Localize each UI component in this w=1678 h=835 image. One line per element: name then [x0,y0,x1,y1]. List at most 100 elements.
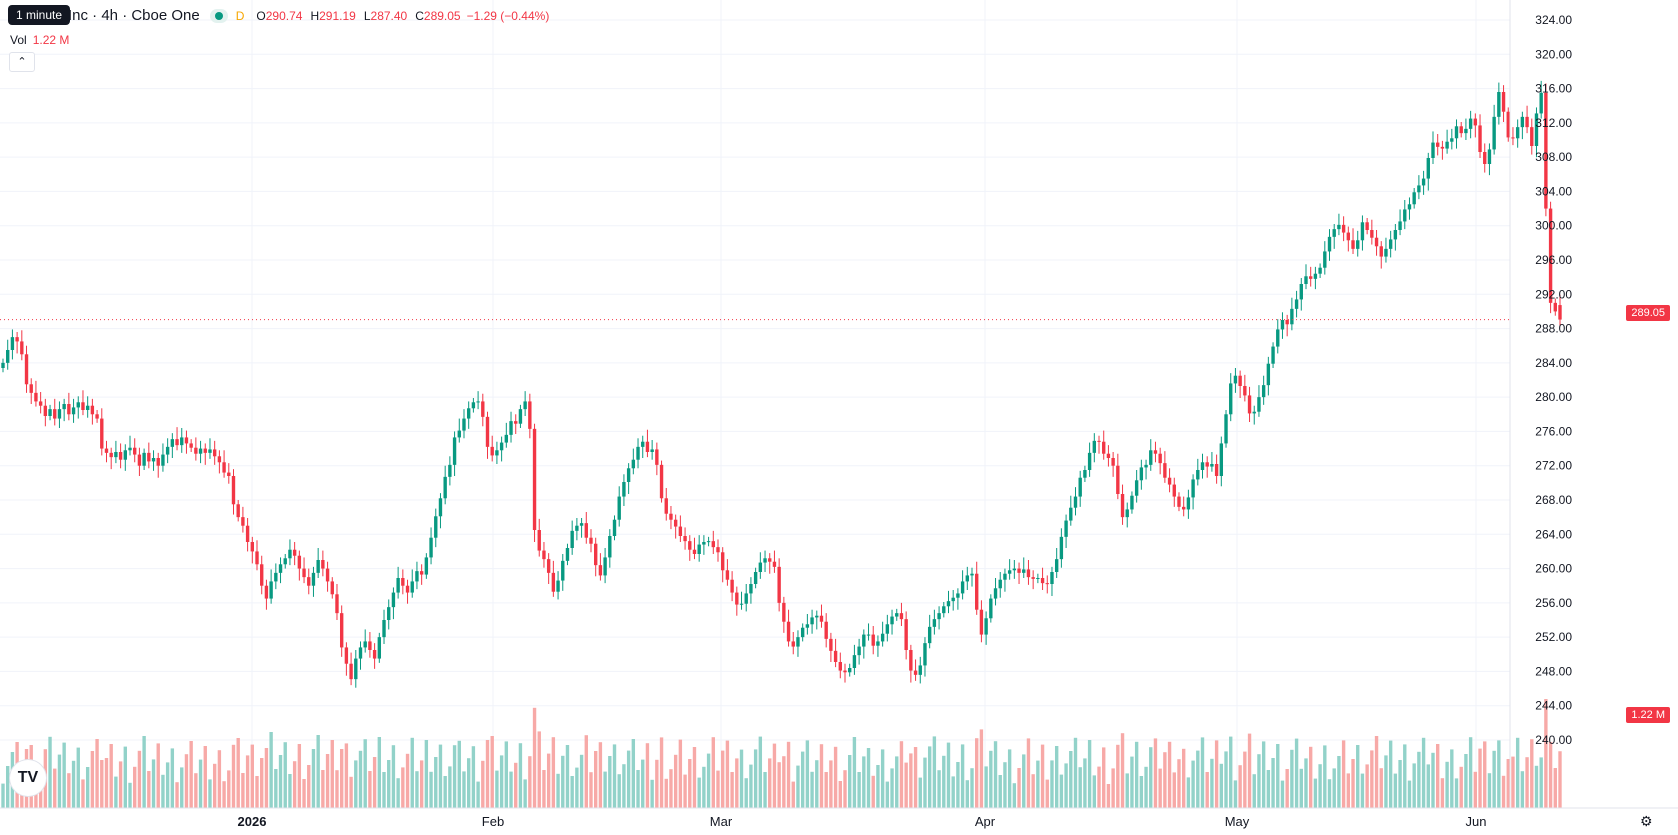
candle-body [147,452,151,462]
symbol-title[interactable]: Inc · 4h · Cboe One [68,7,200,24]
volume-bar [391,745,396,808]
candle-body [1417,185,1421,193]
candle-body [457,430,461,438]
volume-bar [372,757,377,808]
collapse-legend-button[interactable]: ⌃ [9,52,35,72]
candle-body [476,401,480,403]
time-axis[interactable]: 2026 Feb Mar Apr May Jun [0,807,1678,829]
candle-body [546,559,551,573]
volume-bar [1177,759,1181,808]
gear-icon[interactable]: ⚙ [1640,813,1653,829]
candle-body [1506,111,1510,138]
volume-bar [1139,776,1144,808]
tradingview-logo[interactable]: TV [10,760,46,796]
volume-bar [1224,751,1228,808]
candle-body [838,662,842,671]
candle-body [1398,221,1402,230]
candle-body [1530,127,1534,146]
volume-bar [1054,746,1059,808]
candle-body [942,606,946,614]
volume-bar [843,770,847,808]
volume-bar [1200,737,1205,808]
candle-body [278,564,283,573]
candle-body [1214,464,1219,476]
volume-bar [631,739,636,808]
volume-bar [673,754,678,808]
candle-body [203,448,207,453]
volume-bar [1403,744,1407,808]
candlesticks [1,80,1562,688]
candle-body [697,544,701,554]
volume-bar [466,758,471,808]
candle-body [316,560,320,573]
volume-bar [203,746,207,808]
candle-body [979,609,984,635]
dividend-marker[interactable]: D [235,8,245,23]
market-status-icon[interactable] [209,8,228,23]
price-axis[interactable]: 324.00 320.00 316.00 312.00 308.00 304.00 300.… [1509,0,1572,808]
candle-body [43,405,48,416]
volume-bar [405,753,410,808]
candle-body [81,402,85,410]
x-tick-label: Mar [710,814,733,829]
candle-body [231,476,236,505]
candle-body [923,643,927,666]
candle-body [1059,536,1064,560]
volume-bar [1120,733,1125,808]
volume-bar [490,736,494,808]
candle-body [904,619,908,650]
x-tick-label: Feb [482,814,504,829]
candle-body [711,541,715,548]
volume-bar [104,758,109,808]
candle-body [151,458,156,462]
candle-body [1247,395,1252,414]
x-tick-label: Jun [1466,814,1487,829]
candle-body [1031,577,1035,579]
candle-body [1026,569,1031,578]
volume-bar [603,771,607,808]
volume-bar [659,737,664,808]
change-value: −1.29 (−0.44%) [466,8,550,23]
volume-legend: Vol 1.22 M [10,33,69,47]
candle-body [1440,146,1445,149]
volume-bar [297,744,302,808]
candle-body [1261,385,1266,398]
volume-bar [283,742,287,808]
volume-bar [1553,768,1557,808]
volume-bar [1511,756,1515,808]
candle-body [843,670,847,673]
high-key: H [310,8,320,23]
candle-body [1473,118,1478,126]
volume-bar [641,759,645,808]
candle-body [6,350,10,363]
candle-body [833,650,838,662]
volume-bar [198,759,203,808]
volume-bar [1483,741,1487,808]
candle-body [1285,320,1289,325]
candle-body [114,452,118,458]
volume-bar [1,783,5,808]
volume-bar [561,755,565,808]
volume-bar [396,778,400,808]
candle-body [1177,496,1181,507]
volume-bar [180,767,184,808]
volume-bar [1379,768,1383,808]
candle-body [443,476,447,499]
candle-body [913,670,918,675]
x-tick-label: May [1225,814,1250,829]
candle-body [1492,116,1496,150]
volume-bar [669,769,673,808]
candle-body [499,442,504,451]
volume-bar [645,743,650,808]
y-tick-label: 240.00 [1535,733,1572,747]
candle-body [34,392,38,402]
candle-body [170,439,175,447]
candle-body [1515,127,1520,139]
volume-bar [979,729,984,808]
volume-bar [1487,773,1492,808]
candle-body [1012,568,1017,571]
volume-bar [358,750,363,808]
volume-bar [927,746,932,808]
candle-body [589,537,593,544]
